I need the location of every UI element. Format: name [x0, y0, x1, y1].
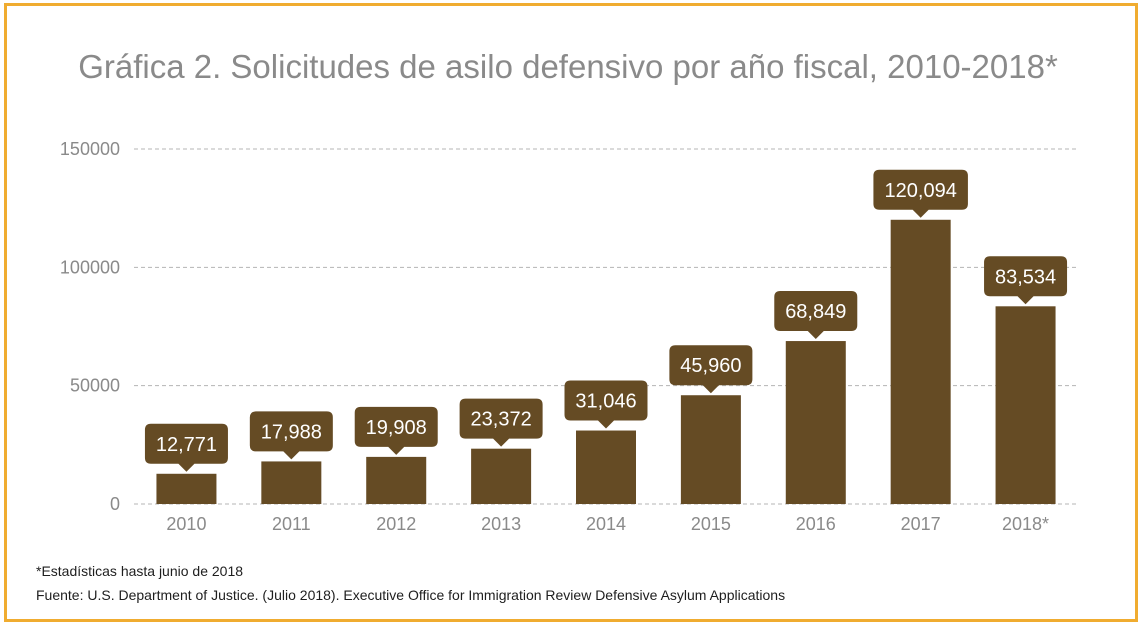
data-label: 68,849: [785, 301, 846, 323]
data-label-callout: [564, 380, 648, 429]
data-label: 19,908: [366, 417, 427, 439]
bar: [995, 306, 1056, 504]
data-label: 17,988: [261, 421, 322, 443]
chart-title: Gráfica 2. Solicitudes de asilo defensiv…: [78, 48, 1058, 85]
x-tick-label: 2012: [376, 514, 416, 534]
x-tick-label: 2011: [272, 514, 311, 534]
bar: [366, 456, 427, 504]
bar: [890, 219, 951, 504]
data-label: 31,046: [575, 391, 636, 413]
y-tick-label: 100000: [60, 257, 120, 277]
data-label: 83,534: [995, 266, 1056, 288]
bar: [785, 341, 846, 504]
y-tick-label: 150000: [60, 139, 120, 159]
x-tick-label: 2010: [166, 514, 206, 534]
data-label: 12,771: [156, 434, 217, 456]
data-label-callout: [144, 423, 228, 472]
x-tick-label: 2014: [586, 514, 626, 534]
data-label-callout: [984, 256, 1068, 305]
data-label-callout: [459, 398, 543, 447]
bar: [471, 448, 532, 504]
x-tick-label: 2016: [796, 514, 836, 534]
x-tick-label: 2013: [481, 514, 521, 534]
bar: [576, 430, 636, 504]
x-tick-label: 2015: [691, 514, 731, 534]
data-label-callout: [249, 411, 333, 460]
x-tick-label: 2018*: [1002, 514, 1049, 534]
data-label: 23,372: [471, 409, 532, 431]
footnote: *Estadísticas hasta junio de 2018: [36, 563, 244, 579]
data-label: 120,094: [885, 180, 957, 202]
data-label-callout: [873, 169, 968, 218]
data-label-callout: [774, 291, 858, 340]
source-note: Fuente: U.S. Department of Justice. (Jul…: [36, 587, 786, 603]
bar: [156, 473, 217, 504]
y-tick-label: 0: [110, 494, 120, 514]
x-tick-label: 2017: [901, 514, 941, 534]
bar: [261, 461, 322, 504]
data-label-callout: [669, 345, 753, 394]
bar: [680, 395, 741, 504]
data-label-callout: [354, 406, 438, 455]
y-tick-label: 50000: [70, 376, 120, 396]
data-label: 45,960: [680, 355, 741, 377]
